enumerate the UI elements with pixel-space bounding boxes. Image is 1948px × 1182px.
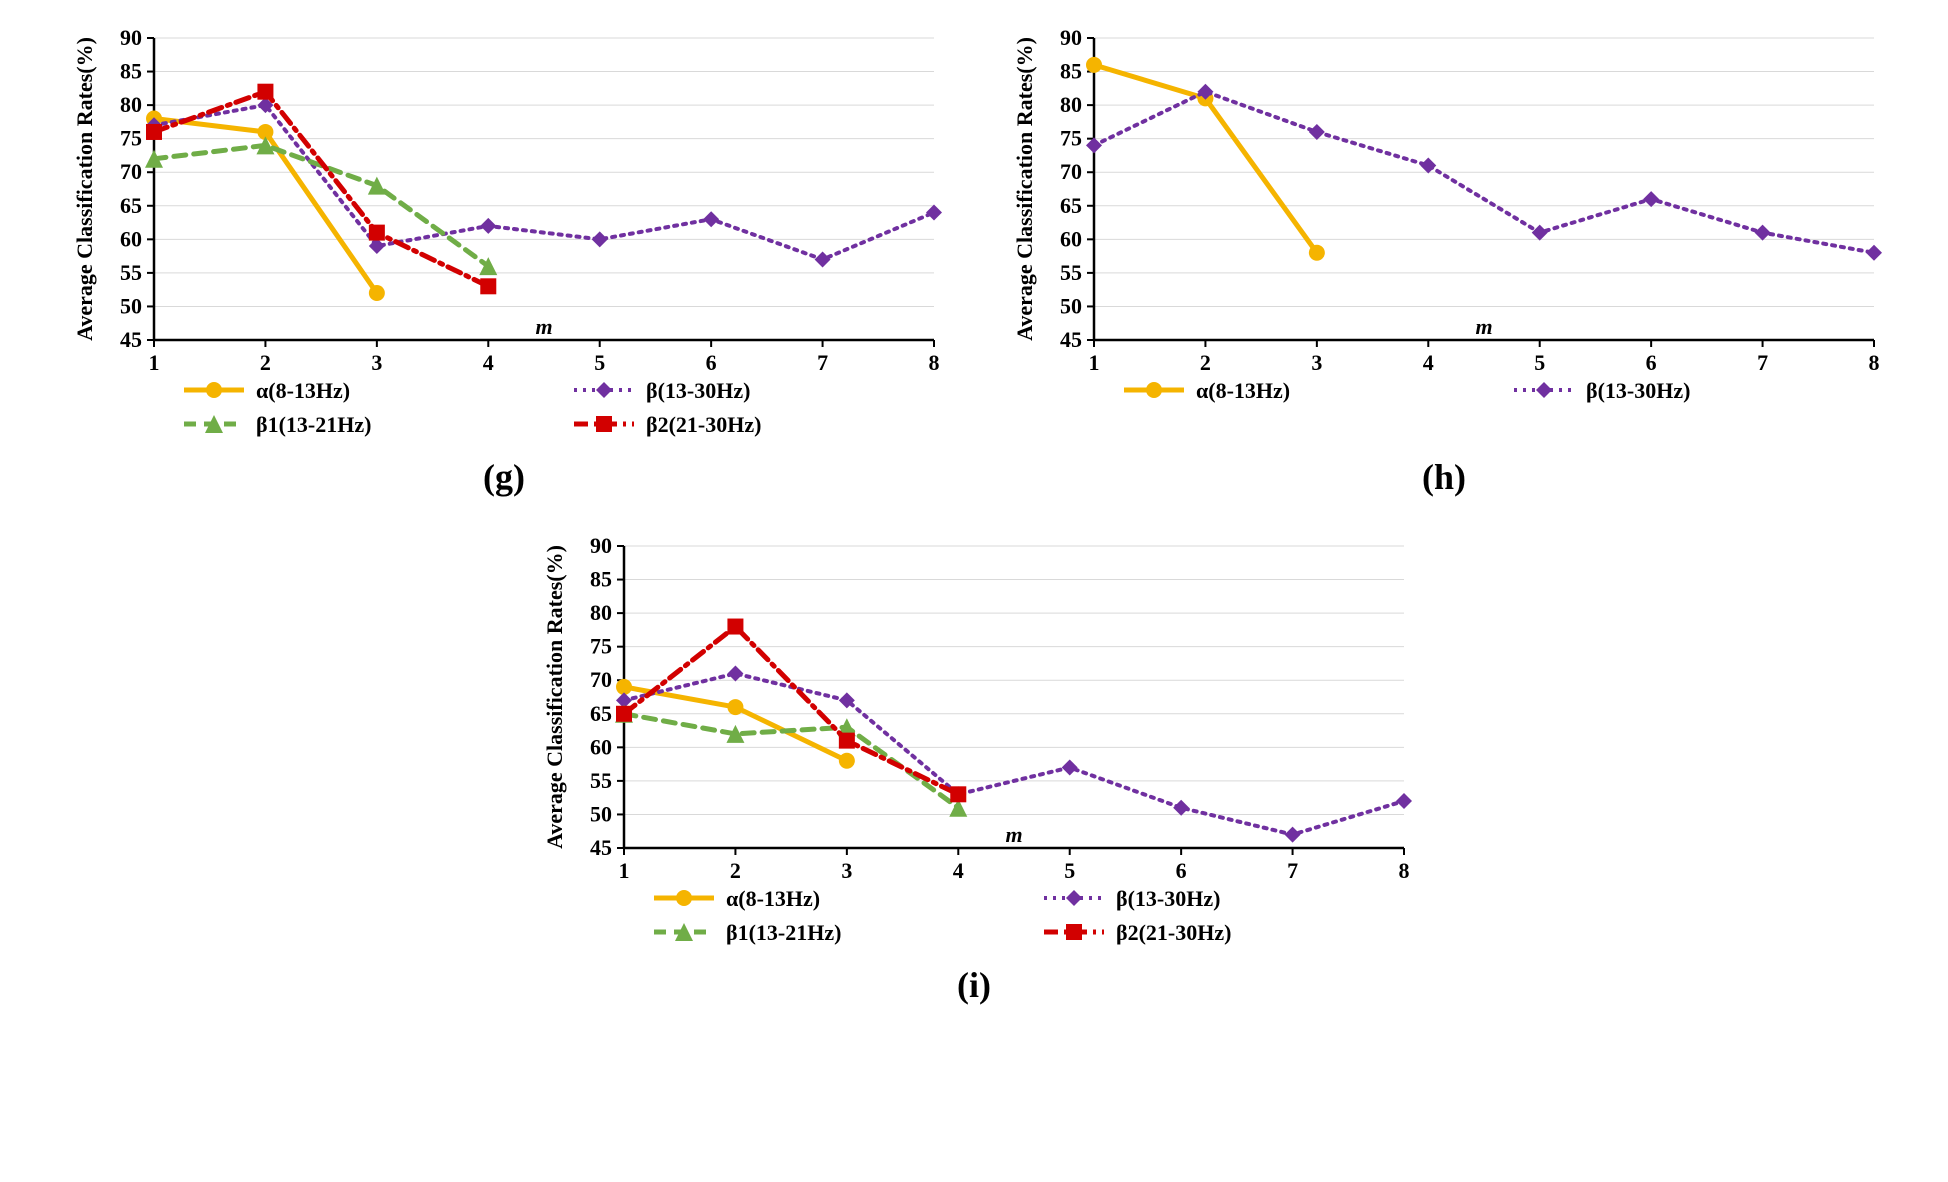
svg-text:65: 65: [1060, 193, 1082, 218]
svg-text:β2(21-30Hz): β2(21-30Hz): [646, 412, 761, 437]
panel-i-chart: 4550556065707580859012345678mAverage Cla…: [534, 528, 1414, 958]
svg-text:60: 60: [590, 734, 612, 759]
panel-h-label: (h): [1422, 456, 1466, 498]
svg-text:75: 75: [590, 634, 612, 659]
panel-g-chart: 4550556065707580859012345678mAverage Cla…: [64, 20, 944, 450]
panel-i-block: 4550556065707580859012345678mAverage Cla…: [534, 528, 1414, 1006]
svg-text:m: m: [535, 314, 552, 339]
svg-text:α(8-13Hz): α(8-13Hz): [1196, 378, 1290, 403]
svg-text:1: 1: [1089, 350, 1100, 375]
svg-text:4: 4: [953, 858, 964, 883]
svg-text:β1(13-21Hz): β1(13-21Hz): [726, 920, 841, 945]
svg-text:β(13-30Hz): β(13-30Hz): [1586, 378, 1690, 403]
svg-text:α(8-13Hz): α(8-13Hz): [726, 886, 820, 911]
svg-text:8: 8: [929, 350, 940, 375]
svg-text:3: 3: [1311, 350, 1322, 375]
svg-text:85: 85: [590, 567, 612, 592]
svg-text:Average Classification Rates(%: Average Classification Rates(%): [1012, 37, 1037, 341]
svg-text:m: m: [1005, 822, 1022, 847]
svg-text:80: 80: [1060, 92, 1082, 117]
svg-text:90: 90: [590, 533, 612, 558]
svg-text:85: 85: [120, 59, 142, 84]
svg-text:85: 85: [1060, 59, 1082, 84]
svg-text:90: 90: [1060, 25, 1082, 50]
svg-text:70: 70: [120, 159, 142, 184]
svg-text:5: 5: [1064, 858, 1075, 883]
svg-text:6: 6: [706, 350, 717, 375]
svg-text:55: 55: [1060, 260, 1082, 285]
svg-text:80: 80: [590, 600, 612, 625]
svg-text:50: 50: [120, 293, 142, 318]
svg-text:80: 80: [120, 92, 142, 117]
svg-text:4: 4: [483, 350, 494, 375]
svg-text:α(8-13Hz): α(8-13Hz): [256, 378, 350, 403]
svg-text:65: 65: [120, 193, 142, 218]
svg-text:70: 70: [590, 667, 612, 692]
svg-text:3: 3: [371, 350, 382, 375]
svg-text:β2(21-30Hz): β2(21-30Hz): [1116, 920, 1231, 945]
svg-text:m: m: [1475, 314, 1492, 339]
panel-g-block: 4550556065707580859012345678mAverage Cla…: [64, 20, 944, 498]
svg-text:β1(13-21Hz): β1(13-21Hz): [256, 412, 371, 437]
bottom-row: 4550556065707580859012345678mAverage Cla…: [0, 498, 1948, 1006]
svg-text:7: 7: [1287, 858, 1298, 883]
svg-text:2: 2: [260, 350, 271, 375]
svg-text:β(13-30Hz): β(13-30Hz): [646, 378, 750, 403]
svg-text:7: 7: [817, 350, 828, 375]
svg-text:45: 45: [590, 835, 612, 860]
svg-text:8: 8: [1869, 350, 1880, 375]
svg-text:Average Classification Rates(%: Average Classification Rates(%): [542, 545, 567, 849]
svg-text:50: 50: [590, 801, 612, 826]
svg-text:60: 60: [1060, 226, 1082, 251]
svg-text:7: 7: [1757, 350, 1768, 375]
svg-text:5: 5: [1534, 350, 1545, 375]
svg-text:70: 70: [1060, 159, 1082, 184]
svg-text:2: 2: [730, 858, 741, 883]
svg-text:75: 75: [1060, 126, 1082, 151]
svg-text:2: 2: [1200, 350, 1211, 375]
top-row: 4550556065707580859012345678mAverage Cla…: [0, 0, 1948, 498]
svg-text:Average Classification Rates(%: Average Classification Rates(%): [72, 37, 97, 341]
svg-text:5: 5: [594, 350, 605, 375]
panel-g-label: (g): [483, 456, 525, 498]
svg-text:75: 75: [120, 126, 142, 151]
svg-text:β(13-30Hz): β(13-30Hz): [1116, 886, 1220, 911]
svg-text:65: 65: [590, 701, 612, 726]
svg-text:6: 6: [1646, 350, 1657, 375]
svg-text:55: 55: [590, 768, 612, 793]
svg-text:3: 3: [841, 858, 852, 883]
svg-text:50: 50: [1060, 293, 1082, 318]
svg-text:1: 1: [149, 350, 160, 375]
svg-text:60: 60: [120, 226, 142, 251]
svg-text:6: 6: [1176, 858, 1187, 883]
svg-text:45: 45: [1060, 327, 1082, 352]
svg-text:8: 8: [1399, 858, 1410, 883]
page: 4550556065707580859012345678mAverage Cla…: [0, 0, 1948, 1182]
svg-text:1: 1: [619, 858, 630, 883]
panel-h-block: 4550556065707580859012345678mAverage Cla…: [1004, 20, 1884, 498]
svg-text:4: 4: [1423, 350, 1434, 375]
svg-text:90: 90: [120, 25, 142, 50]
svg-text:45: 45: [120, 327, 142, 352]
svg-text:55: 55: [120, 260, 142, 285]
panel-i-label: (i): [957, 964, 991, 1006]
panel-h-chart: 4550556065707580859012345678mAverage Cla…: [1004, 20, 1884, 450]
